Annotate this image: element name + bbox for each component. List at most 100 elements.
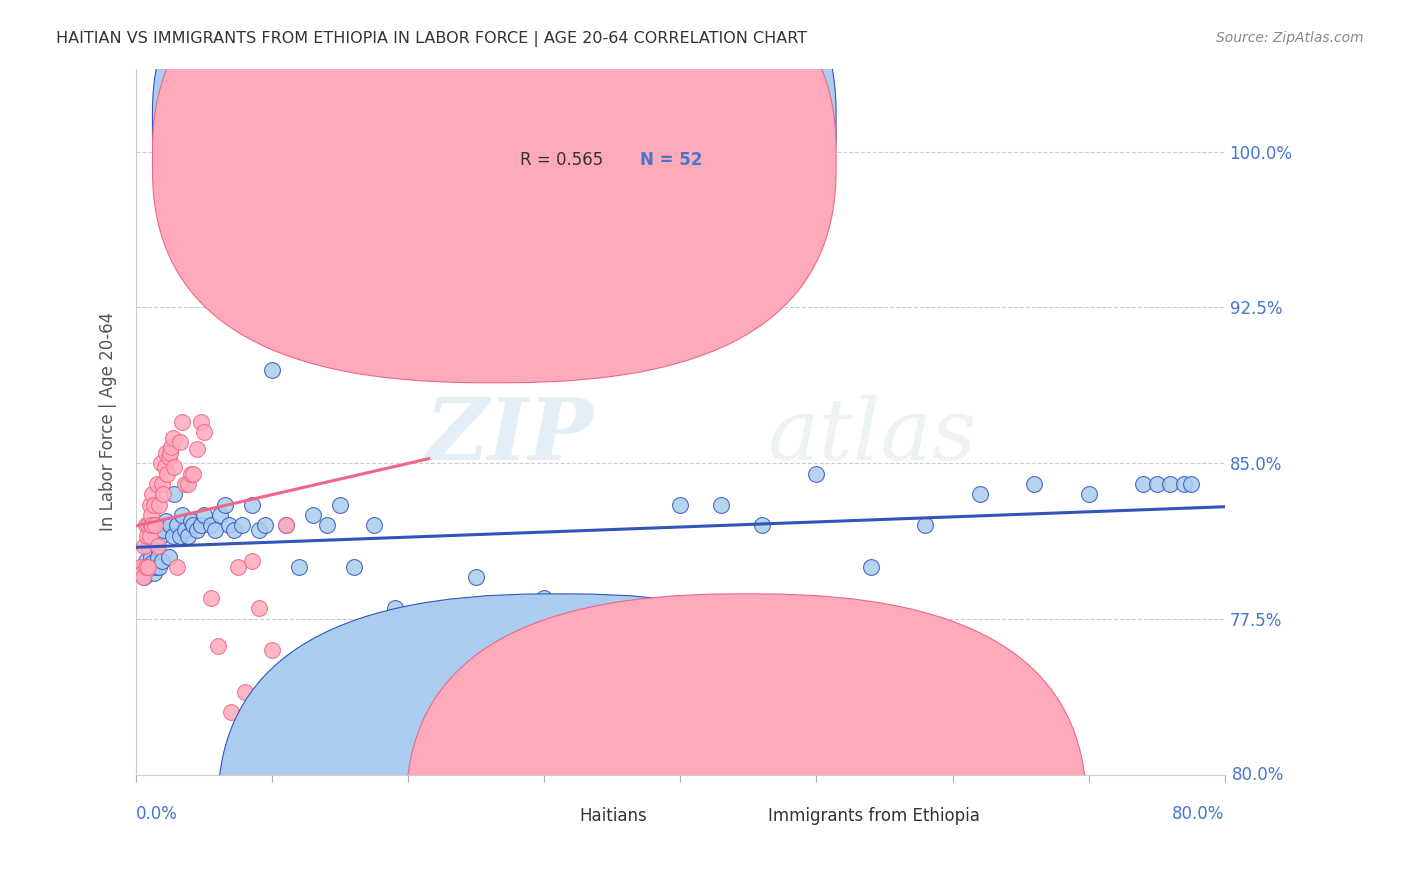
Point [274,518,297,533]
Point [204,523,226,537]
Point [262,643,284,657]
Text: 0.0%: 0.0% [136,805,179,823]
Point [193,508,215,522]
Point [222,523,245,537]
Point [172,508,194,522]
Point [138,529,160,543]
Text: N = 72: N = 72 [640,114,703,132]
Point [247,601,270,615]
Point [159,518,181,533]
Text: atlas: atlas [768,394,977,477]
Point [138,560,160,574]
Point [139,518,162,533]
Point [138,518,160,533]
Point [231,518,253,533]
Point [141,487,163,501]
Text: R = 0.002: R = 0.002 [520,114,603,132]
Point [1024,476,1046,491]
Point [149,456,172,470]
Point [207,639,229,653]
Point [363,518,385,533]
Point [159,446,181,460]
Point [914,518,936,533]
Point [160,440,183,454]
Point [169,529,191,543]
Point [1159,476,1181,491]
Point [169,435,191,450]
Point [163,460,186,475]
Point [148,560,170,574]
Point [139,549,162,564]
Point [174,523,197,537]
Point [214,498,236,512]
Text: Haitians: Haitians [579,806,647,824]
Point [136,560,159,574]
Point [218,518,240,533]
Point [233,684,256,698]
Point [142,498,165,512]
Point [437,684,460,698]
Point [1173,476,1195,491]
Point [131,566,153,581]
Point [710,498,733,512]
Text: 80.0%: 80.0% [1173,805,1225,823]
Point [859,560,882,574]
Point [174,476,197,491]
Point [751,518,773,533]
Point [177,476,200,491]
Point [134,539,156,553]
Point [533,591,555,606]
Point [384,601,406,615]
Point [1077,487,1099,501]
Text: N = 52: N = 52 [640,151,703,169]
Point [135,554,157,568]
Point [157,450,180,464]
Point [669,498,692,512]
Text: 80.0%: 80.0% [1232,765,1284,784]
Point [247,523,270,537]
Point [136,529,159,543]
Point [166,518,188,533]
Text: Source: ZipAtlas.com: Source: ZipAtlas.com [1216,31,1364,45]
Point [150,476,173,491]
Point [146,549,169,564]
Point [152,523,174,537]
Point [138,539,160,553]
Point [155,446,177,460]
Point [141,518,163,533]
Point [129,560,152,574]
Point [254,518,277,533]
Point [157,549,180,564]
Point [132,570,155,584]
Point [131,566,153,581]
FancyBboxPatch shape [152,0,837,383]
Point [274,518,297,533]
Point [574,632,596,647]
Point [465,570,488,584]
Point [166,560,188,574]
Point [193,425,215,439]
Point [143,560,166,574]
Point [143,518,166,533]
Point [492,653,515,667]
Point [172,415,194,429]
Point [315,518,337,533]
Point [200,591,222,606]
Point [329,498,352,512]
Point [190,518,212,533]
Point [240,554,263,568]
Point [135,518,157,533]
Point [190,415,212,429]
FancyBboxPatch shape [218,594,898,892]
Point [806,467,828,481]
Point [153,460,176,475]
Point [145,476,167,491]
Point [149,529,172,543]
Point [262,362,284,376]
Point [425,134,447,148]
Point [221,706,243,720]
Point [142,566,165,581]
Point [145,539,167,553]
Point [181,518,204,533]
Point [138,498,160,512]
